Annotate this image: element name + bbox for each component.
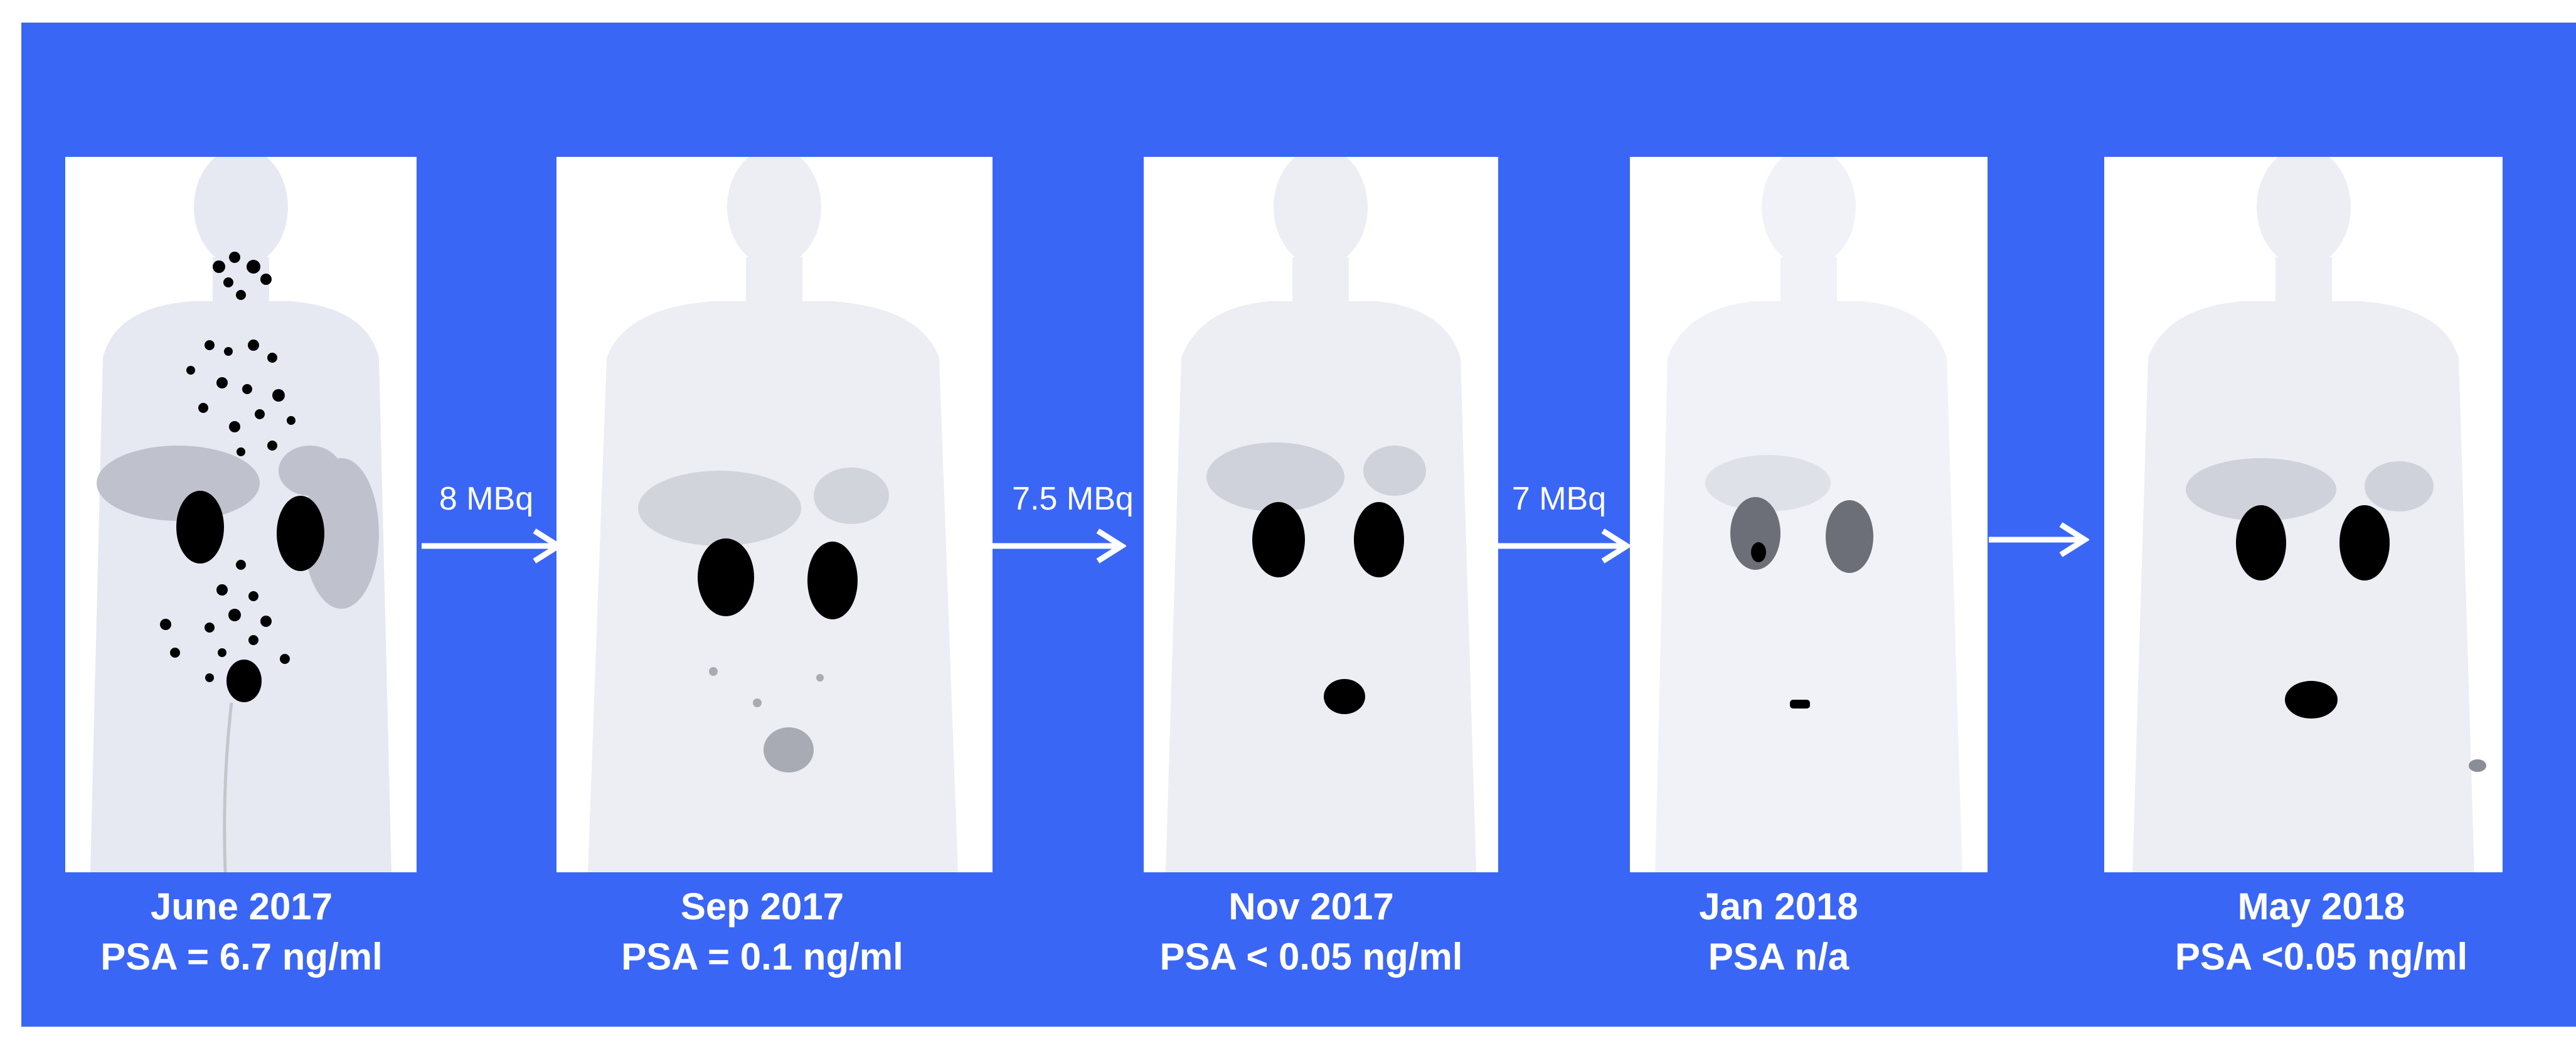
pet-scan-jan-2018	[1630, 157, 1988, 872]
caption-may-2018: May 2018 PSA <0.05 ng/ml	[2102, 882, 2541, 982]
arrow-right-icon	[1496, 528, 1631, 564]
arrow-right-icon	[991, 528, 1126, 564]
caption-sep-2017: Sep 2017 PSA = 0.1 ng/ml	[543, 882, 982, 982]
arrow-right-icon	[422, 528, 563, 564]
caption-jan-2018: Jan 2018 PSA n/a	[1559, 882, 1998, 982]
pet-scan-june-2017	[65, 157, 417, 872]
caption-june-2017: June 2017 PSA = 6.7 ng/ml	[22, 882, 461, 982]
dose-label-2: 7.5 MBq	[1012, 481, 1134, 517]
dose-label-1: 8 MBq	[439, 481, 534, 517]
scan-date: May 2018	[2237, 885, 2405, 928]
scan-date: Sep 2017	[680, 885, 844, 928]
arrow-right-icon	[1989, 522, 2089, 557]
scan-psa: PSA <0.05 ng/ml	[2174, 936, 2468, 978]
scan-date: Nov 2017	[1228, 885, 1394, 928]
scan-date: June 2017	[150, 885, 333, 928]
pet-scan-may-2018	[2104, 157, 2503, 872]
pet-scan-nov-2017	[1144, 157, 1498, 872]
scan-date: Jan 2018	[1699, 885, 1858, 928]
dose-label-3: 7 MBq	[1511, 481, 1607, 517]
caption-nov-2017: Nov 2017 PSA < 0.05 ng/ml	[1092, 882, 1531, 982]
scan-psa: PSA = 0.1 ng/ml	[621, 936, 903, 978]
pet-scan-sep-2017	[556, 157, 993, 872]
scan-psa: PSA n/a	[1708, 936, 1850, 978]
scan-psa: PSA < 0.05 ng/ml	[1159, 936, 1463, 978]
scan-psa: PSA = 6.7 ng/ml	[100, 936, 383, 978]
